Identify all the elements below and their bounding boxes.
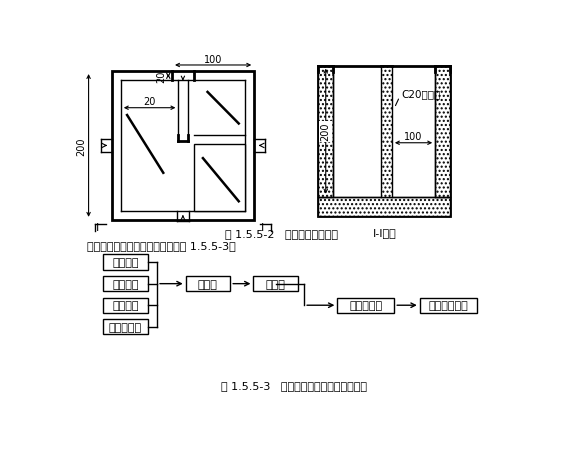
- Text: I: I: [261, 223, 264, 233]
- Text: 100: 100: [204, 55, 222, 65]
- Text: 沉砂池: 沉砂池: [266, 279, 286, 289]
- Text: 市政排水管道: 市政排水管道: [428, 301, 468, 311]
- Bar: [435, 67, 451, 197]
- Bar: [420, 298, 476, 313]
- Text: 图 1.5.5-3   地面排水系统水流走向示意图: 图 1.5.5-3 地面排水系统水流走向示意图: [221, 381, 367, 391]
- Text: 三级沉淀池: 三级沉淀池: [349, 301, 382, 311]
- Text: I: I: [95, 223, 99, 233]
- Text: C20混凝土: C20混凝土: [401, 89, 440, 99]
- Text: 20: 20: [157, 70, 166, 83]
- Bar: [103, 298, 148, 313]
- Bar: [103, 319, 148, 335]
- Text: 图 1.5.5-2   沉淀池结构示意图: 图 1.5.5-2 沉淀池结构示意图: [224, 228, 338, 238]
- Text: 基坑明水: 基坑明水: [113, 301, 139, 311]
- Bar: [253, 276, 298, 292]
- Text: 基坑降水: 基坑降水: [113, 279, 139, 289]
- Text: 200: 200: [76, 137, 86, 155]
- Text: 100: 100: [404, 132, 422, 142]
- Bar: [193, 145, 245, 211]
- Bar: [318, 67, 333, 197]
- Text: 洗车槽污水: 洗车槽污水: [109, 322, 142, 332]
- Bar: [112, 72, 254, 220]
- Bar: [338, 298, 394, 313]
- Bar: [103, 276, 148, 292]
- Text: 地表雨水: 地表雨水: [113, 257, 139, 268]
- Bar: [103, 255, 148, 270]
- Text: 20: 20: [144, 97, 156, 107]
- Bar: [185, 276, 230, 292]
- Text: I-I剖面: I-I剖面: [373, 228, 396, 238]
- Bar: [318, 197, 451, 217]
- Bar: [318, 67, 451, 217]
- Text: 排水沟: 排水沟: [198, 279, 218, 289]
- Text: 施工地面排水系统的水流走向见图 1.5.5-3。: 施工地面排水系统的水流走向见图 1.5.5-3。: [87, 241, 236, 251]
- Bar: [381, 67, 392, 197]
- Text: 200: 200: [321, 123, 331, 141]
